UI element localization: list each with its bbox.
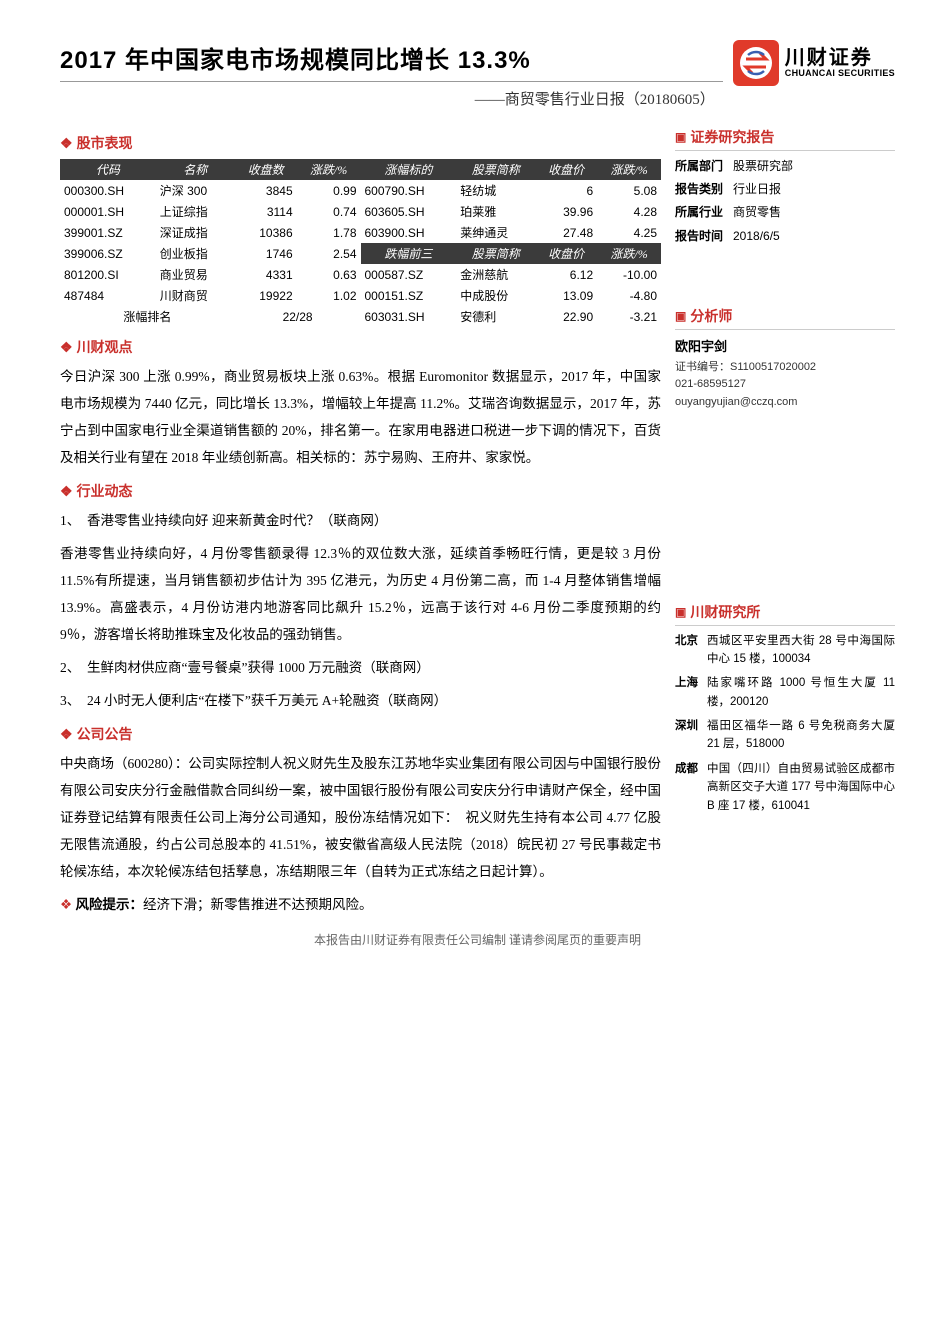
logo-text-cn: 川财证券 [785,47,895,69]
section-announce: ❖公司公告 [60,724,661,744]
industry-body: 香港零售业持续向好，4 月份零售额录得 12.3％的双位数大涨，延续首季畅旺行情… [60,540,661,648]
industry-item: 2、 生鲜肉材供应商“壹号餐桌”获得 1000 万元融资（联商网） [60,654,661,681]
footer-disclaimer: 本报告由川财证券有限责任公司编制 谨请参阅尾页的重要声明 [60,931,895,948]
company-logo: 川财证券 CHUANCAI SECURITIES [733,40,895,86]
logo-icon [733,40,779,86]
section-viewpoint: ❖川财观点 [60,337,661,357]
section-industry: ❖行业动态 [60,481,661,501]
announce-body: 中央商场（600280）：公司实际控制人祝义财先生及股东江苏地华实业集团有限公司… [60,750,661,885]
industry-item: 3、 24 小时无人便利店“在楼下”获千万美元 A+轮融资（联商网） [60,687,661,714]
divider [60,81,723,82]
industry-item: 1、 香港零售业持续向好 迎来新黄金时代？（联商网） [60,507,661,534]
side-analyst-block: ▣分析师 欧阳宇剑 证书编号：S1100517020002 021-685951… [675,306,895,412]
page-title: 2017 年中国家电市场规模同比增长 13.3% [60,40,723,75]
market-table: 代码 名称 收盘数 涨跌/% 000300.SH沪深 30038450.99 0… [60,159,661,327]
page-subtitle: ——商贸零售行业日报（20180605） [60,88,723,109]
logo-text-en: CHUANCAI SECURITIES [785,69,895,79]
side-office-block: ▣川财研究所 北京西城区平安里西大街 28 号中海国际中心 15 楼，10003… [675,602,895,816]
risk-line: ❖ 风险提示：经济下滑；新零售推进不达预期风险。 [60,893,661,913]
viewpoint-body: 今日沪深 300 上涨 0.99%，商业贸易板块上涨 0.63%。根据 Euro… [60,363,661,471]
section-market: ❖股市表现 [60,133,661,153]
side-report-block: ▣证券研究报告 所属部门股票研究部 报告类别行业日报 所属行业商贸零售 报告时间… [675,127,895,246]
